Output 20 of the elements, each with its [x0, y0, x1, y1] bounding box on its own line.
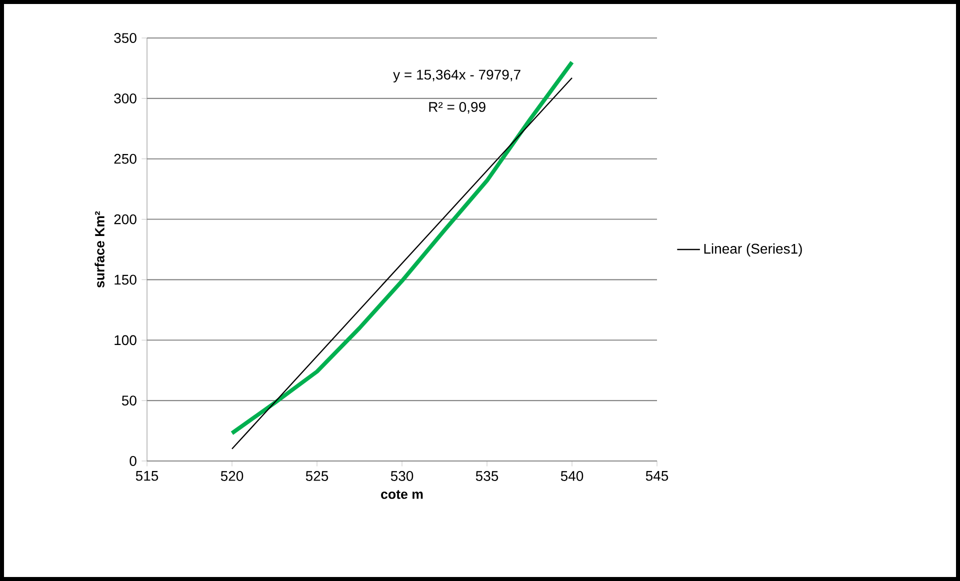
x-axis-title: cote m: [381, 490, 423, 499]
annotation: y = 15,364x - 7979,7: [393, 70, 520, 82]
y-tick-label: 250: [114, 154, 136, 164]
y-tick-label: 200: [114, 214, 136, 224]
x-tick-label: 520: [220, 471, 244, 481]
y-tick-label: 350: [114, 33, 136, 43]
y-tick-label: 100: [114, 335, 136, 346]
x-tick-label: 515: [136, 471, 158, 481]
y-tick-label: 0: [130, 456, 136, 466]
y-tick-label: 300: [114, 93, 136, 104]
x-tick-label: 525: [306, 471, 328, 481]
x-tick-label: 530: [390, 471, 414, 481]
annotation: R² = 0,99: [429, 102, 486, 114]
x-tick-label: 540: [560, 471, 584, 481]
y-tick-label: 50: [122, 396, 136, 406]
y-tick-label: 150: [114, 274, 136, 285]
legend-label: Linear (Series1): [704, 243, 802, 256]
y-axis-title: surface Km²: [94, 211, 104, 288]
x-tick-label: 545: [646, 471, 668, 481]
x-tick-label: 535: [476, 471, 498, 481]
